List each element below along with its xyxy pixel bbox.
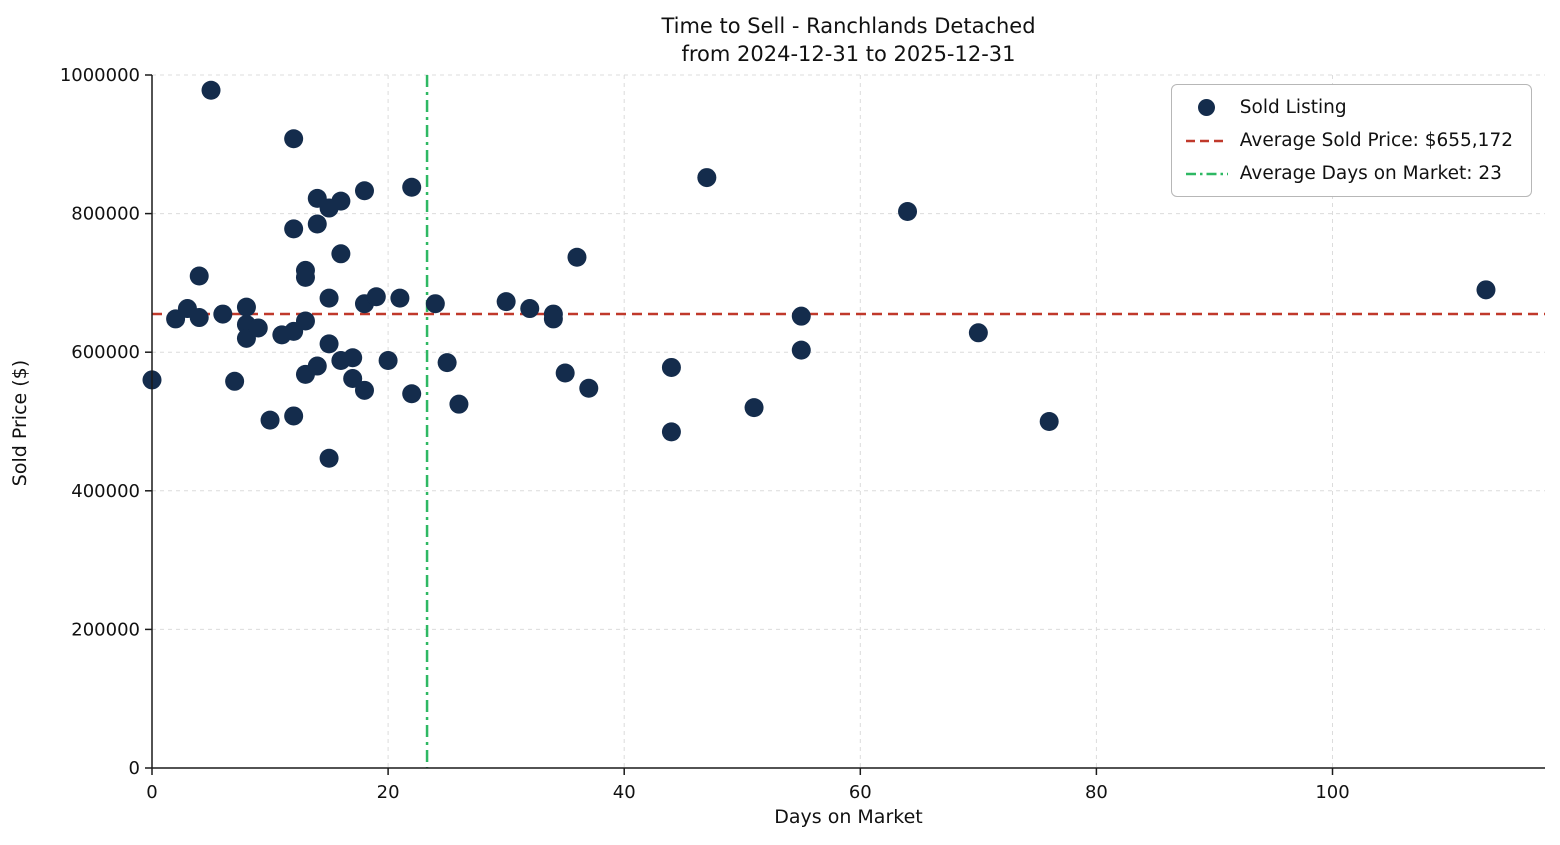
sold-listing-point (366, 287, 386, 307)
legend: Sold Listing Average Sold Price: $655,17… (1170, 84, 1532, 197)
avg-price-dashed-line-icon (1185, 138, 1228, 144)
sold-listing-point (579, 378, 599, 398)
sold-listing-point (295, 267, 315, 287)
legend-item-avg-price: Average Sold Price: $655,172 (1185, 130, 1513, 151)
legend-label-avg-days: Average Days on Market: 23 (1239, 163, 1502, 184)
legend-label-avg-price: Average Sold Price: $655,172 (1239, 130, 1513, 151)
avg-days-dashdot-line-icon (1185, 171, 1228, 177)
x-tick-label: 20 (377, 782, 400, 803)
x-tick-label: 80 (1085, 782, 1108, 803)
sold-listing-point (555, 363, 575, 383)
sold-listing-point (567, 247, 587, 267)
sold-listing-point (260, 410, 280, 430)
y-tick-label: 0 (129, 758, 140, 779)
sold-listing-point (213, 304, 233, 324)
sold-listing-point (661, 357, 681, 377)
y-tick-label: 200000 (71, 619, 140, 640)
sold-listing-point (354, 380, 374, 400)
sold-listing-point (319, 288, 339, 308)
x-tick-label: 100 (1315, 782, 1349, 803)
sold-listing-point (319, 448, 339, 468)
sold-listing-point (390, 288, 410, 308)
sold-listing-point (236, 297, 256, 317)
sold-listing-point (354, 181, 374, 201)
sold-listing-point (189, 308, 209, 328)
x-axis-label: Days on Market (774, 806, 923, 828)
sold-listing-point (307, 214, 327, 234)
y-tick-label: 400000 (71, 481, 140, 502)
legend-item-sold-listing: Sold Listing (1186, 97, 1513, 118)
x-tick-label: 60 (849, 782, 872, 803)
sold-listing-point (225, 371, 245, 391)
sold-listing-point (543, 309, 563, 329)
sold-listing-point (425, 294, 445, 314)
sold-listing-point (1476, 280, 1496, 300)
sold-listing-point (189, 266, 209, 286)
sold-listing-point (449, 394, 469, 414)
sold-listing-point (319, 334, 339, 354)
sold-listing-point (744, 398, 764, 418)
y-axis-label: Sold Price ($) (9, 359, 31, 487)
sold-listing-point (284, 129, 304, 149)
sold-listing-point (496, 292, 516, 312)
y-tick-label: 600000 (71, 342, 140, 363)
x-tick-label: 0 (146, 782, 157, 803)
legend-item-avg-days: Average Days on Market: 23 (1185, 163, 1513, 184)
sold-listing-point (661, 422, 681, 442)
sold-listing-point (331, 244, 351, 264)
sold-listing-point (437, 353, 457, 373)
chart-title-line2: from 2024-12-31 to 2025-12-31 (681, 42, 1016, 67)
x-tick-label: 40 (613, 782, 636, 803)
sold-listing-point (378, 351, 398, 371)
sold-listing-point (307, 356, 327, 376)
sold-listing-point (968, 323, 988, 343)
sold-listing-point (343, 348, 363, 368)
sold-listing-point (331, 191, 351, 211)
sold-listing-point (697, 168, 717, 188)
sold-listing-point (791, 340, 811, 360)
sold-listing-point (791, 306, 811, 326)
sold-listing-point (284, 406, 304, 426)
sold-listing-point (520, 299, 540, 319)
sold-listing-point (284, 219, 304, 239)
sold-listing-point (1039, 412, 1059, 431)
sold-listing-point (343, 369, 363, 389)
legend-label-sold-listing: Sold Listing (1239, 97, 1347, 118)
y-tick-label: 800000 (71, 204, 140, 225)
chart-title-line1: Time to Sell - Ranchlands Detached (661, 14, 1036, 38)
chart-title: Time to Sell - Ranchlands Detached from … (152, 12, 1545, 69)
sold-listing-point (295, 311, 315, 331)
y-tick-label: 1000000 (60, 65, 140, 86)
sold-listing-point (201, 80, 221, 100)
sold-listing-point (898, 202, 918, 222)
sold-listing-dot-icon (1186, 99, 1228, 116)
sold-listing-point (402, 384, 422, 404)
sold-listing-point (402, 177, 422, 197)
sold-listing-point (248, 318, 268, 338)
